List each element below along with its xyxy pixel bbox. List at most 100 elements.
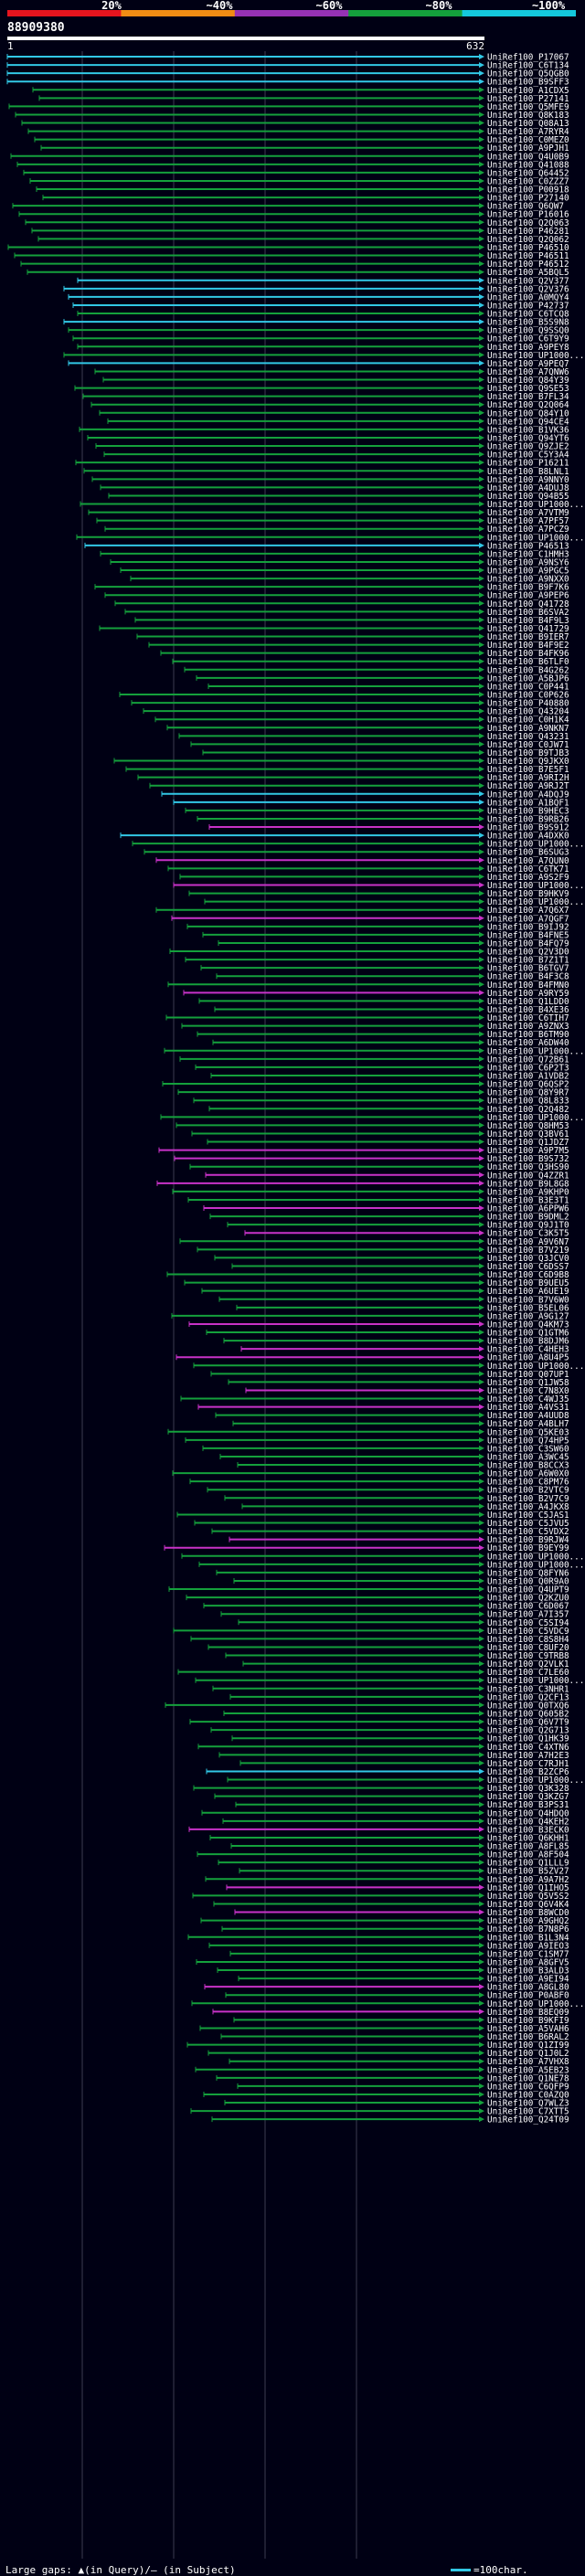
hit-id-label[interactable]: UniRef100_B4G262 (487, 665, 569, 675)
hit-id-label[interactable]: UniRef100_Q2Q062 (487, 235, 569, 245)
hit-id-label[interactable]: UniRef100_Q3KZG7 (487, 1792, 569, 1802)
hit-id-label[interactable]: UniRef100_Q0TXQ6 (487, 1701, 569, 1711)
hit-id-label[interactable]: UniRef100_C0JW71 (487, 740, 569, 750)
hit-id-label[interactable]: UniRef100_UP1000... (487, 897, 584, 907)
hit-id-label[interactable]: UniRef100_A9PEQ7 (487, 359, 569, 369)
hit-id-label[interactable]: UniRef100_B4XE36 (487, 1005, 569, 1015)
hit-id-label[interactable]: UniRef100_Q9ZJE2 (487, 442, 569, 452)
hit-id-label[interactable]: UniRef100_Q2V377 (487, 276, 569, 286)
hit-id-label[interactable]: UniRef100_Q41728 (487, 599, 569, 610)
hit-id-label[interactable]: UniRef100_A7VTM9 (487, 508, 569, 518)
hit-id-label[interactable]: UniRef100_Q7WLZ3 (487, 2099, 569, 2109)
hit-id-label[interactable]: UniRef100_C6D067 (487, 1602, 569, 1612)
hit-id-label[interactable]: UniRef100_Q4UPT9 (487, 1585, 569, 1595)
hit-id-label[interactable]: UniRef100_UP1000... (487, 1113, 584, 1123)
hit-id-label[interactable]: UniRef100_C0P441 (487, 682, 569, 692)
hit-id-label[interactable]: UniRef100_A8GFV5 (487, 1957, 569, 1967)
hit-id-label[interactable]: UniRef100_B9KFI9 (487, 2016, 569, 2026)
hit-id-label[interactable]: UniRef100_A9PGC5 (487, 567, 569, 577)
hit-id-label[interactable]: UniRef100_Q2VLK1 (487, 1659, 569, 1670)
hit-id-label[interactable]: UniRef100_B3PS31 (487, 1800, 569, 1810)
hit-id-label[interactable]: UniRef100_B7FL34 (487, 392, 569, 402)
hit-id-label[interactable]: UniRef100_Q94B55 (487, 492, 569, 502)
hit-id-label[interactable]: UniRef100_C8UF20 (487, 1643, 569, 1653)
hit-id-label[interactable]: UniRef100_B9TJB3 (487, 748, 569, 758)
hit-id-label[interactable]: UniRef100_C7N8X0 (487, 1386, 569, 1396)
hit-id-label[interactable]: UniRef100_B9HKV9 (487, 889, 569, 899)
hit-id-label[interactable]: UniRef100_B1VK36 (487, 425, 569, 435)
hit-id-label[interactable]: UniRef100_C0MEZ0 (487, 135, 569, 145)
hit-id-label[interactable]: UniRef100_C9TRB8 (487, 1651, 569, 1661)
hit-id-label[interactable]: UniRef100_A9PEY8 (487, 343, 569, 353)
hit-id-label[interactable]: UniRef100_B9UEU5 (487, 1278, 569, 1288)
hit-id-label[interactable]: UniRef100_Q72B61 (487, 1055, 569, 1065)
hit-id-label[interactable]: UniRef100_A9IEO3 (487, 1941, 569, 1951)
hit-id-label[interactable]: UniRef100_B3ALD3 (487, 1966, 569, 1977)
hit-id-label[interactable]: UniRef100_A4DXK0 (487, 832, 569, 842)
hit-id-label[interactable]: UniRef100_B9S732 (487, 1154, 569, 1164)
hit-id-label[interactable]: UniRef100_A9RY59 (487, 989, 569, 999)
hit-id-label[interactable]: UniRef100_A1CDX5 (487, 86, 569, 96)
hit-id-label[interactable]: UniRef100_A4UUD8 (487, 1411, 569, 1421)
hit-id-label[interactable]: UniRef100_A9GHQ2 (487, 1916, 569, 1926)
hit-id-label[interactable]: UniRef100_B7N8P6 (487, 1924, 569, 1935)
hit-id-label[interactable]: UniRef100_A6UE19 (487, 1287, 569, 1297)
hit-id-label[interactable]: UniRef100_UP1000... (487, 533, 584, 543)
hit-id-label[interactable]: UniRef100_A9A7H2 (487, 1875, 569, 1885)
hit-id-label[interactable]: UniRef100_A5EB23 (487, 2065, 569, 2075)
hit-id-label[interactable]: UniRef100_B4FMN0 (487, 981, 569, 991)
hit-id-label[interactable]: UniRef100_Q6QW7 (487, 202, 564, 212)
hit-id-label[interactable]: UniRef100_P27141 (487, 94, 569, 104)
hit-id-label[interactable]: UniRef100_B9RJW4 (487, 1535, 569, 1545)
hit-id-label[interactable]: UniRef100_A9G127 (487, 1311, 569, 1321)
hit-id-label[interactable]: UniRef100_A9KHP0 (487, 1187, 569, 1197)
hit-id-label[interactable]: UniRef100_P46281 (487, 227, 569, 237)
hit-id-label[interactable]: UniRef100_B5ZV27 (487, 1867, 569, 1877)
hit-id-label[interactable]: UniRef100_C5Y3A4 (487, 451, 569, 461)
hit-id-label[interactable]: UniRef100_Q1IHO5 (487, 1883, 569, 1893)
hit-id-label[interactable]: UniRef100_B1L3N4 (487, 1933, 569, 1943)
hit-id-label[interactable]: UniRef100_UP1000... (487, 840, 584, 850)
hit-id-label[interactable]: UniRef100_Q3JCV0 (487, 1254, 569, 1264)
hit-id-label[interactable]: UniRef100_B3E3T1 (487, 1195, 569, 1205)
hit-id-label[interactable]: UniRef100_A0MQY4 (487, 292, 569, 302)
hit-id-label[interactable]: UniRef100_B7E5F1 (487, 765, 569, 775)
hit-id-label[interactable]: UniRef100_C5VDX2 (487, 1527, 569, 1537)
hit-id-label[interactable]: UniRef100_Q8HM53 (487, 1121, 569, 1131)
hit-id-label[interactable]: UniRef100_B6TGV7 (487, 964, 569, 974)
hit-id-label[interactable]: UniRef100_C7RJH1 (487, 1759, 569, 1769)
hit-id-label[interactable]: UniRef100_Q4HDQ0 (487, 1808, 569, 1818)
hit-id-label[interactable]: UniRef100_UP1000... (487, 1999, 584, 2009)
hit-id-label[interactable]: UniRef100_A6DW40 (487, 1038, 569, 1048)
hit-id-label[interactable]: UniRef100_Q64452 (487, 168, 569, 178)
hit-id-label[interactable]: UniRef100_Q2Q064 (487, 400, 569, 410)
hit-id-label[interactable]: UniRef100_B8CCX3 (487, 1461, 569, 1471)
hit-id-label[interactable]: UniRef100_A9P7M5 (487, 1146, 569, 1156)
hit-id-label[interactable]: UniRef100_A7PCZ9 (487, 525, 569, 535)
hit-id-label[interactable]: UniRef100_Q1GTM6 (487, 1329, 569, 1339)
hit-id-label[interactable]: UniRef100_Q1J0L2 (487, 2049, 569, 2059)
hit-id-label[interactable]: UniRef100_B7Z1T1 (487, 956, 569, 966)
hit-id-label[interactable]: UniRef100_C3K5T5 (487, 1229, 569, 1239)
hit-id-label[interactable]: UniRef100_A8GL80 (487, 1983, 569, 1993)
hit-id-label[interactable]: UniRef100_B4F9E2 (487, 641, 569, 651)
hit-id-label[interactable]: UniRef100_B9RB26 (487, 814, 569, 824)
hit-id-label[interactable]: UniRef100_Q8FYN6 (487, 1568, 569, 1578)
hit-id-label[interactable]: UniRef100_Q6V4K4 (487, 1900, 569, 1910)
hit-id-label[interactable]: UniRef100_A5BQL5 (487, 268, 569, 278)
hit-id-label[interactable]: UniRef100_C0H1K4 (487, 716, 569, 726)
hit-id-label[interactable]: UniRef100_P42737 (487, 301, 569, 311)
hit-id-label[interactable]: UniRef100_C8PM76 (487, 1478, 569, 1488)
hit-id-label[interactable]: UniRef100_A9RI2H (487, 773, 569, 783)
hit-id-label[interactable]: UniRef100_P00918 (487, 186, 569, 196)
hit-id-label[interactable]: UniRef100_UP1000... (487, 1676, 584, 1686)
hit-id-label[interactable]: UniRef100_Q6KHH1 (487, 1833, 569, 1843)
hit-id-label[interactable]: UniRef100_A7PF57 (487, 516, 569, 526)
hit-id-label[interactable]: UniRef100_A4DUJ8 (487, 483, 569, 493)
hit-id-label[interactable]: UniRef100_Q3BV61 (487, 1129, 569, 1140)
hit-id-label[interactable]: UniRef100_P16016 (487, 210, 569, 220)
hit-id-label[interactable]: UniRef100_Q5MFE9 (487, 102, 569, 112)
hit-id-label[interactable]: UniRef100_A9PJH1 (487, 143, 569, 154)
hit-id-label[interactable]: UniRef100_B6RAL2 (487, 2032, 569, 2042)
hit-id-label[interactable]: UniRef100_B5S9N8 (487, 318, 569, 328)
